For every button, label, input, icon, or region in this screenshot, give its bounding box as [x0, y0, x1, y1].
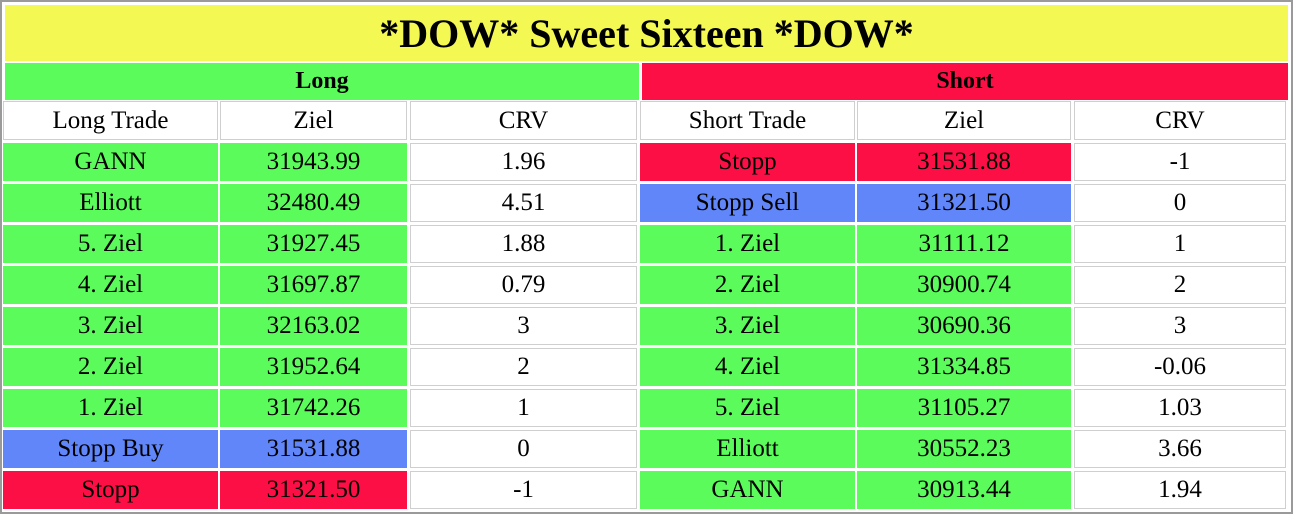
- short-row-ziel-cell: 31105.27: [857, 389, 1071, 427]
- short-row-trade-cell: Stopp: [640, 143, 855, 181]
- short-row-ziel-cell: 31321.50: [857, 184, 1071, 222]
- short-row-trade-cell: 1. Ziel: [640, 225, 855, 263]
- short-section-header: Short: [642, 63, 1288, 100]
- short-row-ziel-cell: 31111.12: [857, 225, 1071, 263]
- short-row-crv-cell: -0.06: [1074, 348, 1286, 386]
- long-row-trade-cell: 5. Ziel: [3, 225, 218, 263]
- long-row-ziel-cell: 31697.87: [220, 266, 407, 304]
- short-row-crv-cell: 0: [1074, 184, 1286, 222]
- short-row-ziel-cell: 31334.85: [857, 348, 1071, 386]
- long-header-crv: CRV: [410, 101, 637, 140]
- long-row-trade-cell: 4. Ziel: [3, 266, 218, 304]
- long-row-crv-cell: 1: [410, 389, 637, 427]
- long-row-trade-cell: GANN: [3, 143, 218, 181]
- short-row-ziel-cell: 30690.36: [857, 307, 1071, 345]
- short-row-trade-cell: Elliott: [640, 430, 855, 468]
- long-row-crv-cell: -1: [410, 471, 637, 509]
- long-row-trade-cell: 2. Ziel: [3, 348, 218, 386]
- table-title: *DOW* Sweet Sixteen *DOW*: [5, 5, 1288, 61]
- short-row-crv-cell: 1.03: [1074, 389, 1286, 427]
- long-row-trade-cell: Stopp: [3, 471, 218, 509]
- long-row-ziel-cell: 31943.99: [220, 143, 407, 181]
- long-row-trade-cell: 1. Ziel: [3, 389, 218, 427]
- long-row-crv-cell: 0.79: [410, 266, 637, 304]
- long-row-trade-cell: Stopp Buy: [3, 430, 218, 468]
- long-row-ziel-cell: 31927.45: [220, 225, 407, 263]
- short-row-crv-cell: 3: [1074, 307, 1286, 345]
- long-row-crv-cell: 2: [410, 348, 637, 386]
- short-header-ziel: Ziel: [857, 101, 1071, 140]
- short-row-trade-cell: 3. Ziel: [640, 307, 855, 345]
- short-row-ziel-cell: 30913.44: [857, 471, 1071, 509]
- long-row-ziel-cell: 32163.02: [220, 307, 407, 345]
- short-row-trade-cell: 2. Ziel: [640, 266, 855, 304]
- long-row-trade-cell: 3. Ziel: [3, 307, 218, 345]
- short-row-trade-cell: Stopp Sell: [640, 184, 855, 222]
- short-row-crv-cell: 1.94: [1074, 471, 1286, 509]
- long-row-crv-cell: 4.51: [410, 184, 637, 222]
- long-row-crv-cell: 0: [410, 430, 637, 468]
- short-row-trade-cell: 5. Ziel: [640, 389, 855, 427]
- long-row-crv-cell: 1.88: [410, 225, 637, 263]
- short-row-ziel-cell: 30552.23: [857, 430, 1071, 468]
- long-row-crv-cell: 1.96: [410, 143, 637, 181]
- short-row-crv-cell: 1: [1074, 225, 1286, 263]
- long-row-ziel-cell: 32480.49: [220, 184, 407, 222]
- short-header-trade: Short Trade: [640, 101, 855, 140]
- short-row-crv-cell: -1: [1074, 143, 1286, 181]
- long-header-ziel: Ziel: [220, 101, 407, 140]
- long-row-trade-cell: Elliott: [3, 184, 218, 222]
- long-row-ziel-cell: 31742.26: [220, 389, 407, 427]
- long-header-trade: Long Trade: [3, 101, 218, 140]
- short-row-ziel-cell: 31531.88: [857, 143, 1071, 181]
- short-header-crv: CRV: [1074, 101, 1286, 140]
- short-row-crv-cell: 3.66: [1074, 430, 1286, 468]
- short-row-trade-cell: GANN: [640, 471, 855, 509]
- short-row-crv-cell: 2: [1074, 266, 1286, 304]
- short-row-trade-cell: 4. Ziel: [640, 348, 855, 386]
- long-section-header: Long: [5, 63, 639, 100]
- long-row-crv-cell: 3: [410, 307, 637, 345]
- long-row-ziel-cell: 31952.64: [220, 348, 407, 386]
- long-row-ziel-cell: 31321.50: [220, 471, 407, 509]
- short-row-ziel-cell: 30900.74: [857, 266, 1071, 304]
- long-row-ziel-cell: 31531.88: [220, 430, 407, 468]
